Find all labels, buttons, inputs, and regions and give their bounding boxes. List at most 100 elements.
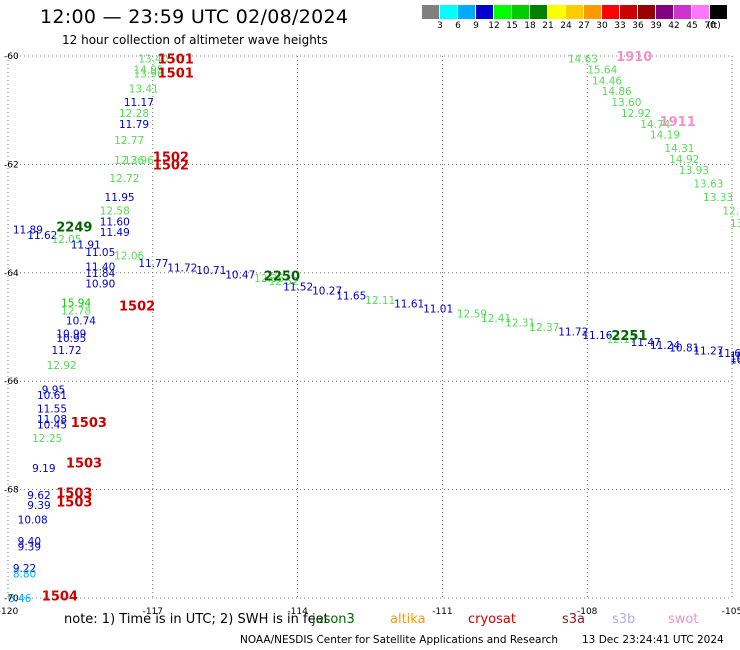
legend-color-swatch xyxy=(620,5,637,19)
wave-height-reading: 10.13 xyxy=(730,355,740,367)
wave-height-reading: 11.62 xyxy=(27,230,57,242)
wave-height-reading: 12.77 xyxy=(114,135,144,147)
lat-tick-label: -68 xyxy=(4,486,19,496)
wave-height-reading: 11.64 xyxy=(718,348,740,360)
wave-height-reading: 15.64 xyxy=(587,65,617,77)
legend-color-swatch xyxy=(458,5,475,19)
wave-height-reading: 11.72 xyxy=(558,326,588,338)
wave-height-reading: 11.52 xyxy=(283,281,313,293)
legend-bin-label: 12 xyxy=(488,21,500,31)
generated-timestamp: 13 Dec 23:24:41 UTC 2024 xyxy=(582,634,724,646)
satellite-name-cryosat: cryosat xyxy=(468,612,516,627)
lat-tick-label: -64 xyxy=(4,269,19,279)
wave-height-reading: 10.95 xyxy=(56,333,86,345)
wave-height-reading: 14.46 xyxy=(592,75,622,87)
legend-color-swatch xyxy=(584,5,601,19)
wave-height-reading: 13.93 xyxy=(679,165,709,177)
lon-tick-label: -117 xyxy=(143,607,163,617)
wave-height-reading: 13.63 xyxy=(693,178,723,190)
legend-bin-label: 27 xyxy=(578,21,590,31)
wave-height-reading: 12.92 xyxy=(621,108,651,120)
wave-height-reading: 10.99 xyxy=(56,329,86,341)
legend-color-swatch xyxy=(512,5,529,19)
wave-height-reading: 11.47 xyxy=(631,337,661,349)
wave-height-reading: 12.96 xyxy=(124,155,154,167)
legend-color-swatch xyxy=(440,5,457,19)
wave-height-reading: 9.19 xyxy=(32,463,55,475)
orbit-pass-label: 2251 xyxy=(611,329,647,344)
wave-height-reading: 12.17 xyxy=(607,334,637,346)
wave-height-reading: 8.46 xyxy=(8,593,32,605)
credit-line: NOAA/NESDIS Center for Satellite Applica… xyxy=(240,634,558,646)
wave-height-reading: 8.80 xyxy=(13,569,36,581)
legend-color-swatch xyxy=(494,5,511,19)
wave-height-reading: 14.19 xyxy=(650,130,680,142)
wave-height-reading: 11.60 xyxy=(100,216,130,228)
wave-height-reading: 10.08 xyxy=(18,514,48,526)
wave-height-reading: 10.47 xyxy=(225,269,255,281)
legend-bin-label: 70 xyxy=(704,21,716,31)
wave-height-reading: 11.17 xyxy=(124,97,154,109)
wave-height-reading: 13.33 xyxy=(703,192,733,204)
footer-note: note: 1) Time is in UTC; 2) SWH is in fe… xyxy=(64,612,329,627)
lat-tick-label: -62 xyxy=(4,160,19,170)
wave-height-reading: 14.74 xyxy=(640,119,670,131)
wave-height-reading: 13.60 xyxy=(611,97,641,109)
wave-height-reading: 12.58 xyxy=(100,205,130,217)
wave-height-reading: 11.89 xyxy=(13,224,43,236)
axis-ticks: -120 -117 -114 -111 -108 -105 -60 -62 -64 -66 -68 -… xyxy=(0,52,740,617)
pass-labels: 1501150115021502150215031503150315031504… xyxy=(42,50,696,604)
wave-height-reading: 14.31 xyxy=(664,143,694,155)
orbit-pass-label: 1503 xyxy=(56,486,92,501)
legend-bin-label: 36 xyxy=(632,21,644,31)
orbit-pass-label: 1504 xyxy=(42,589,78,604)
wave-height-reading: 11.27 xyxy=(693,345,723,357)
legend-color-swatch xyxy=(710,5,727,19)
legend-color-swatch xyxy=(674,5,691,19)
legend-bin-label: 42 xyxy=(668,21,680,31)
wave-height-reading: 11.84 xyxy=(85,268,115,280)
wave-height-reading: 11.91 xyxy=(71,240,101,252)
wave-height-reading: 13.41 xyxy=(129,84,159,96)
lon-tick-label: -111 xyxy=(432,607,452,617)
wave-height-reading: 12.41 xyxy=(481,313,511,325)
wave-height-reading: 11.72 xyxy=(167,262,197,274)
wave-height-reading: 9.39 xyxy=(27,500,50,512)
orbit-pass-label: 1502 xyxy=(153,158,189,173)
legend-bin-label: 33 xyxy=(614,21,626,31)
orbit-pass-label: 1501 xyxy=(158,53,194,68)
orbit-pass-label: 1503 xyxy=(56,496,92,511)
wave-height-reading: 9.22 xyxy=(13,563,36,575)
orbit-pass-label: 2250 xyxy=(264,270,300,285)
wave-height-reading: 11.65 xyxy=(336,291,366,303)
wave-height-reading: 12.36 xyxy=(114,155,144,167)
wave-height-reading: 11.08 xyxy=(37,414,67,426)
legend-unit-label: (ft) xyxy=(707,21,721,31)
legend-bin-label: 6 xyxy=(455,21,461,31)
wave-height-reading: 12.28 xyxy=(119,108,149,120)
satellite-name-s3a: s3a xyxy=(562,612,586,627)
satellite-name-jason3: jason3 xyxy=(312,612,355,627)
wave-height-reading: 12.36 xyxy=(254,273,284,285)
lat-tick-label: -60 xyxy=(4,52,19,62)
wave-height-reading: 9.39 xyxy=(18,542,41,554)
wave-height-reading: 12.59 xyxy=(457,308,487,320)
wave-height-reading: 12.83 xyxy=(722,205,740,217)
orbit-pass-label: 1503 xyxy=(66,457,102,472)
wave-height-reading: 15.94 xyxy=(61,298,91,310)
wave-height-reading: 10.81 xyxy=(669,343,699,355)
orbit-pass-label: 1910 xyxy=(616,50,652,65)
legend-color-swatch xyxy=(548,5,565,19)
wave-height-reading: 11.24 xyxy=(650,340,680,352)
legend-color-swatch xyxy=(530,5,547,19)
lon-tick-label: -114 xyxy=(287,607,308,617)
lon-tick-label: -105 xyxy=(722,607,740,617)
legend-bin-label: 15 xyxy=(506,21,518,31)
wave-height-reading: 11.55 xyxy=(37,403,67,415)
orbit-pass-label: 1911 xyxy=(660,115,696,130)
wave-height-reading: 14.86 xyxy=(602,86,632,98)
lat-tick-label: -70 xyxy=(4,594,19,604)
wave-height-reading: 10.90 xyxy=(85,279,115,291)
